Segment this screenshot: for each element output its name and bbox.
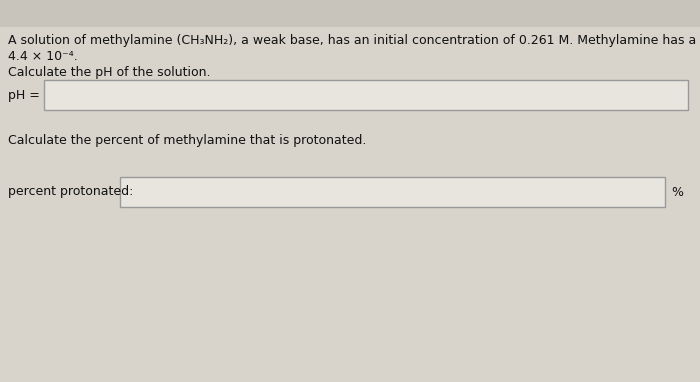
- Text: percent protonated:: percent protonated:: [8, 186, 134, 199]
- FancyBboxPatch shape: [120, 177, 665, 207]
- FancyBboxPatch shape: [44, 80, 688, 110]
- Text: Calculate the pH of the solution.: Calculate the pH of the solution.: [8, 66, 211, 79]
- Text: Calculate the percent of methylamine that is protonated.: Calculate the percent of methylamine tha…: [8, 134, 366, 147]
- FancyBboxPatch shape: [0, 0, 700, 27]
- Text: A solution of methylamine (CH₃NH₂), a weak base, has an initial concentration of: A solution of methylamine (CH₃NH₂), a we…: [8, 34, 700, 47]
- Text: %: %: [671, 186, 683, 199]
- Text: pH =: pH =: [8, 89, 40, 102]
- Text: 4.4 × 10⁻⁴.: 4.4 × 10⁻⁴.: [8, 50, 78, 63]
